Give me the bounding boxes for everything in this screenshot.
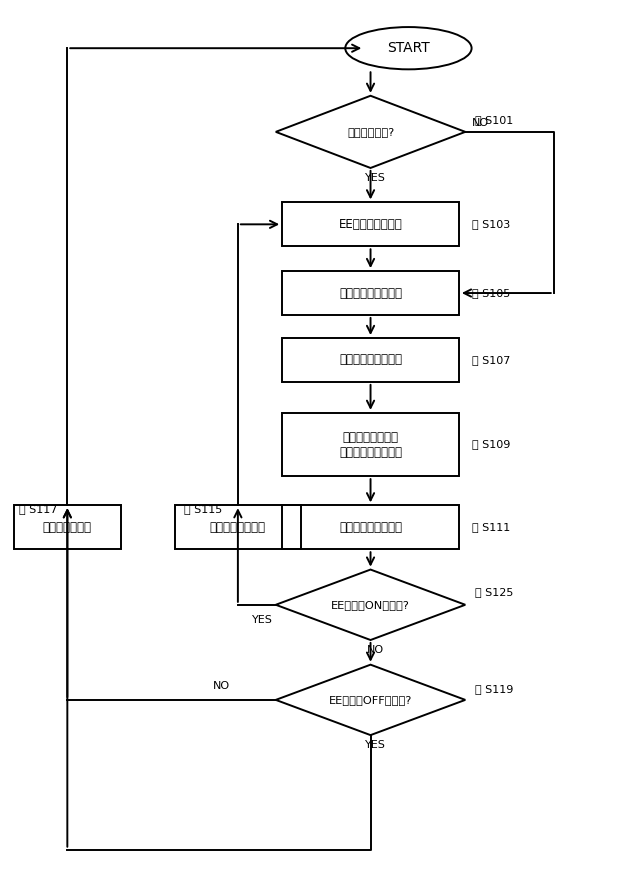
Text: NO: NO (212, 681, 230, 691)
Bar (282, 203, 459, 246)
Text: 操作情報を取得する: 操作情報を取得する (339, 354, 402, 366)
Text: 〜 S125: 〜 S125 (475, 588, 513, 597)
Text: カメラモード設定: カメラモード設定 (210, 521, 266, 533)
Text: 再生モード設定: 再生モード設定 (43, 521, 92, 533)
Text: 〜 S111: 〜 S111 (472, 522, 510, 533)
Text: EE画像がON領域内?: EE画像がON領域内? (331, 600, 410, 610)
Text: YES: YES (365, 173, 386, 183)
Text: 操作情報に基づき
表示画像を作成する: 操作情報に基づき 表示画像を作成する (339, 430, 402, 459)
Bar (282, 505, 459, 549)
Text: 〜 S109: 〜 S109 (472, 439, 510, 450)
Text: 〜 S117: 〜 S117 (19, 504, 57, 514)
Bar (282, 412, 459, 477)
Text: NO: NO (472, 118, 489, 128)
Bar (13, 505, 121, 549)
Text: YES: YES (365, 741, 386, 750)
Text: START: START (387, 41, 430, 55)
Text: YES: YES (252, 615, 273, 625)
Text: EE画像がOFF領域外?: EE画像がOFF領域外? (329, 695, 412, 705)
Text: 〜 S101: 〜 S101 (475, 116, 513, 125)
Text: 〜 S115: 〜 S115 (184, 504, 223, 514)
Text: 〜 S119: 〜 S119 (475, 685, 513, 694)
Text: 〜 S103: 〜 S103 (472, 220, 510, 229)
Bar (175, 505, 301, 549)
Text: NO: NO (367, 645, 384, 655)
Text: 再生画像を取得する: 再生画像を取得する (339, 286, 402, 300)
Text: EE画像を取得する: EE画像を取得する (339, 218, 403, 231)
Text: 〜 S105: 〜 S105 (472, 288, 510, 298)
Bar (282, 338, 459, 382)
Text: 表示画像を表示する: 表示画像を表示する (339, 521, 402, 533)
Text: カメラモード?: カメラモード? (347, 127, 394, 137)
Text: 〜 S107: 〜 S107 (472, 355, 510, 365)
Bar (282, 271, 459, 315)
